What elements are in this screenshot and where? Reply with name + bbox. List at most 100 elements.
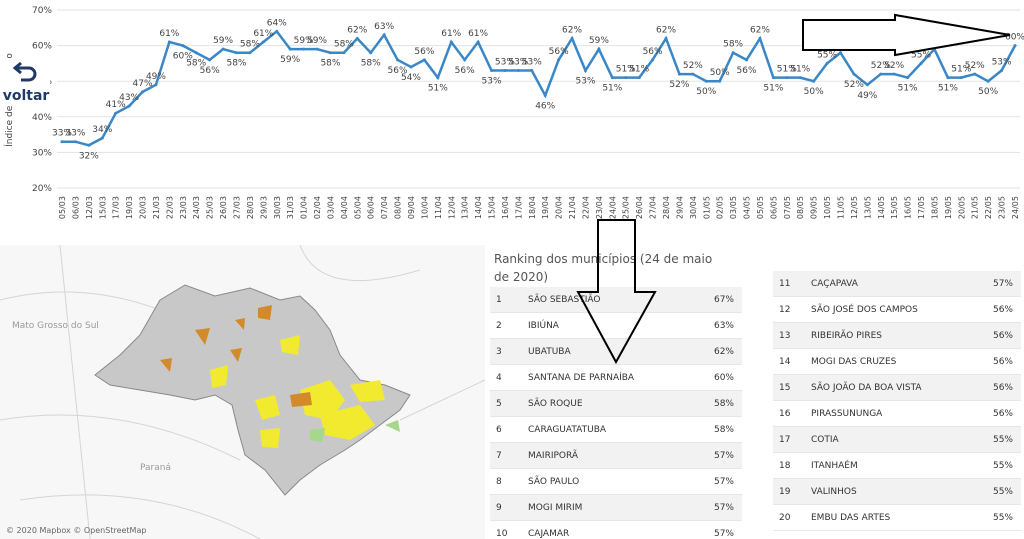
data-label: 58% [240,40,260,50]
point [919,61,923,65]
municipality: UBATUBA [528,346,571,357]
data-label: 58% [226,59,246,69]
ranking-row: 13 RIBEIRÃO PIRES 56% [773,323,1021,349]
x-tick-label: 05/05 [756,196,765,219]
x-tick-label: 17/04 [514,196,523,219]
x-tick-label: 13/04 [461,196,470,219]
x-tick-label: 06/04 [367,196,376,219]
municipality: EMBU DAS ARTES [811,512,891,523]
y-tick-label: 20% [32,184,52,194]
data-label: 52% [683,61,703,71]
x-tick-label: 21/04 [568,196,577,219]
data-label: 49% [857,91,877,101]
point [839,51,843,55]
index: 56% [992,304,1013,315]
municipality: MOGI DAS CRUZES [811,356,897,367]
ranking-row: 10 CAJAMAR 57% [490,521,742,539]
municipality: RIBEIRÃO PIRES [811,330,882,341]
data-label: 50% [978,87,998,97]
point [731,51,735,55]
x-tick-label: 28/03 [246,196,255,219]
data-label: 51% [951,65,971,75]
ranking-row: 4 SANTANA DE PARNAÍBA 60% [490,365,742,391]
point [503,69,507,73]
data-label: 54% [401,73,421,83]
rank: 2 [496,320,502,331]
data-label: 60% [1005,33,1024,43]
rank: 19 [779,486,791,497]
data-label: 58% [320,59,340,69]
data-label: 53% [992,58,1012,68]
ranking-row: 7 MAIRIPORÃ 57% [490,443,742,469]
point [530,69,534,73]
data-label: 51% [616,65,636,75]
data-label: 61% [159,29,179,39]
rank: 18 [779,460,791,471]
x-tick-label: 17/05 [917,196,926,219]
data-label: 50% [804,87,824,97]
rank: 8 [496,476,502,487]
x-tick-label: 20/04 [555,196,564,219]
x-tick-label: 20/03 [139,196,148,219]
point [181,44,185,48]
x-tick-label: 03/04 [326,196,335,219]
index: 56% [992,382,1013,393]
index: 67% [713,294,734,305]
point [328,51,332,55]
rank: 15 [779,382,791,393]
x-tick-label: 29/04 [675,196,684,219]
back-label: voltar [2,88,50,104]
x-tick-label: 24/03 [192,196,201,219]
point [543,93,547,97]
x-tick-label: 30/03 [273,196,282,219]
data-label: 56% [549,47,569,57]
data-label: 47% [133,79,153,89]
data-label: 61% [468,29,488,39]
municipality: CARAGUATATUBA [528,424,607,435]
municipality: SÃO PAULO [528,476,580,487]
ranking-row: 19 VALINHOS 55% [773,479,1021,505]
data-label: 53% [508,58,528,68]
municipality: SANTANA DE PARNAÍBA [528,372,635,383]
data-label: 59% [924,36,944,46]
point [677,72,681,76]
index: 57% [713,528,734,539]
data-label: 56% [200,66,220,76]
rank: 6 [496,424,502,435]
x-tick-label: 17/03 [112,196,121,219]
point [745,58,749,62]
point [73,140,77,144]
x-tick-label: 27/03 [232,196,241,219]
ranking-row: 17 COTIA 55% [773,427,1021,453]
map: Mato Grosso do Sul Paraná © 2020 Mapbox … [0,244,486,539]
x-tick-label: 04/05 [743,196,752,219]
municipality: VALINHOS [811,486,857,497]
point [261,40,265,44]
point [355,36,359,40]
data-label: 51% [777,65,797,75]
municipality: PIRASSUNUNGA [811,408,883,419]
x-tick-label: 09/05 [810,196,819,219]
municipality: MAIRIPORÃ [528,450,579,461]
point [382,33,386,37]
point [476,40,480,44]
data-label: 56% [455,66,475,76]
data-label: 52% [965,61,985,71]
point [959,76,963,80]
point [127,104,131,108]
x-tick-label: 14/04 [474,196,483,219]
point [409,65,413,69]
point [570,36,574,40]
line [62,29,1017,147]
data-label: 62% [656,25,676,35]
point [369,51,373,55]
back-button[interactable]: voltar [2,58,50,106]
data-label: 58% [361,59,381,69]
index: 55% [992,512,1013,523]
index: 57% [713,502,734,513]
point [154,83,158,87]
x-tick-label: 24/05 [1011,196,1020,219]
point [986,79,990,83]
point [825,61,829,65]
data-label: 61% [441,29,461,39]
